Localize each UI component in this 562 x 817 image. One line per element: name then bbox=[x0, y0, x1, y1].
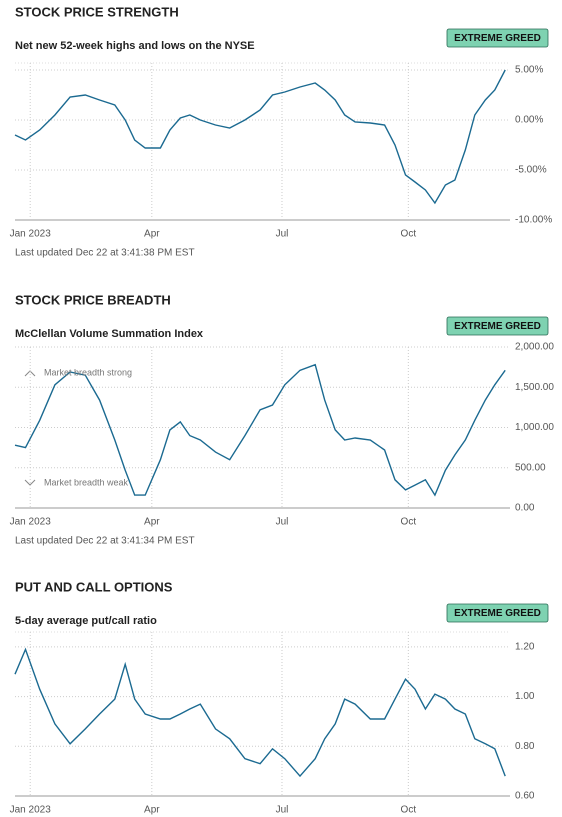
x-tick-label: Jul bbox=[276, 229, 289, 240]
badge-box bbox=[446, 28, 549, 48]
badge-label: EXTREME GREED bbox=[454, 608, 541, 619]
x-tick-label: Oct bbox=[401, 805, 417, 816]
annotation: Market breadth weak bbox=[44, 477, 129, 487]
last-updated: Last updated Dec 22 at 3:41:34 PM EST bbox=[15, 536, 195, 547]
y-tick-label: 1.20 bbox=[515, 642, 535, 653]
x-tick-label: Oct bbox=[401, 229, 417, 240]
badge-label: EXTREME GREED bbox=[454, 321, 541, 332]
y-tick-label: 5.00% bbox=[515, 65, 543, 76]
data-line bbox=[14, 363, 506, 497]
badge-label: EXTREME GREED bbox=[454, 33, 541, 44]
data-line bbox=[14, 647, 506, 778]
chart-subtitle: McClellan Volume Summation Index bbox=[15, 328, 204, 340]
y-tick-label: -5.00% bbox=[515, 165, 547, 176]
badge-box bbox=[446, 316, 549, 336]
y-tick-label: 1,000.00 bbox=[515, 422, 554, 433]
x-tick-label: Jul bbox=[276, 805, 289, 816]
x-tick-label: Apr bbox=[144, 805, 160, 816]
section-title: STOCK PRICE BREADTH bbox=[15, 292, 171, 307]
x-tick-label: Jan 2023 bbox=[10, 805, 52, 816]
y-tick-label: 0.00 bbox=[515, 503, 535, 514]
y-tick-label: -10.00% bbox=[515, 215, 552, 226]
section-title: PUT AND CALL OPTIONS bbox=[15, 579, 173, 594]
y-tick-label: 0.00% bbox=[515, 115, 543, 126]
section-title: STOCK PRICE STRENGTH bbox=[15, 4, 179, 19]
annotation: Market breadth strong bbox=[44, 367, 132, 377]
last-updated: Last updated Dec 22 at 3:41:38 PM EST bbox=[15, 248, 195, 259]
x-tick-label: Oct bbox=[401, 517, 417, 528]
y-tick-label: 1,500.00 bbox=[515, 382, 554, 393]
x-tick-label: Apr bbox=[144, 229, 160, 240]
x-tick-label: Apr bbox=[144, 517, 160, 528]
chart-subtitle: Net new 52-week highs and lows on the NY… bbox=[15, 40, 255, 52]
chart-subtitle: 5-day average put/call ratio bbox=[15, 615, 157, 627]
data-line bbox=[14, 69, 506, 205]
badge-box bbox=[446, 603, 549, 623]
y-tick-label: 0.60 bbox=[515, 791, 535, 802]
y-tick-label: 500.00 bbox=[515, 462, 546, 473]
x-tick-label: Jan 2023 bbox=[10, 229, 52, 240]
y-tick-label: 0.80 bbox=[515, 741, 535, 752]
y-tick-label: 1.00 bbox=[515, 691, 535, 702]
x-tick-label: Jul bbox=[276, 517, 289, 528]
x-tick-label: Jan 2023 bbox=[10, 517, 52, 528]
y-tick-label: 2,000.00 bbox=[515, 342, 554, 353]
